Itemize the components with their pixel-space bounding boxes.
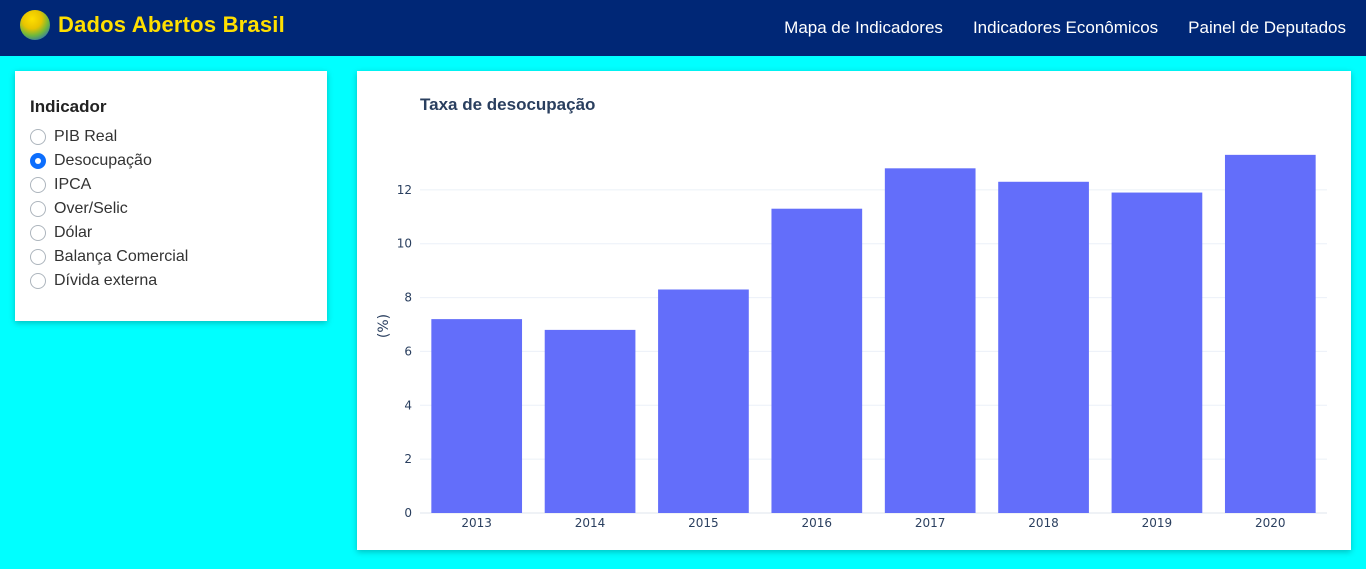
x-tick-label: 2014 bbox=[575, 516, 606, 530]
radio-button[interactable] bbox=[30, 153, 46, 169]
bar-2016[interactable] bbox=[771, 208, 863, 513]
x-tick-label: 2020 bbox=[1255, 516, 1286, 530]
brazil-globe-icon bbox=[20, 10, 50, 40]
nav-link-painel-deputados[interactable]: Painel de Deputados bbox=[1188, 18, 1346, 37]
radio-option-over-selic[interactable]: Over/Selic bbox=[30, 197, 312, 221]
chart-title: Taxa de desocupação bbox=[420, 95, 596, 114]
radio-button[interactable] bbox=[30, 225, 46, 241]
radio-option-balanca-comercial[interactable]: Balança Comercial bbox=[30, 245, 312, 269]
brand-link[interactable]: Dados Abertos Brasil bbox=[20, 10, 285, 40]
radio-label: Dívida externa bbox=[54, 272, 158, 289]
nav-link-indicadores-economicos[interactable]: Indicadores Econômicos bbox=[972, 18, 1159, 37]
radio-option-pib-real[interactable]: PIB Real bbox=[30, 125, 312, 149]
bar-2015[interactable] bbox=[658, 289, 749, 513]
radio-label: Desocupação bbox=[54, 152, 152, 169]
x-tick-label: 2017 bbox=[915, 516, 946, 530]
x-tick-label: 2018 bbox=[1028, 516, 1059, 530]
y-tick-label: 0 bbox=[404, 506, 412, 520]
bar-2018[interactable] bbox=[998, 181, 1089, 513]
radio-option-desocupacao[interactable]: Desocupação bbox=[30, 149, 312, 173]
y-tick-label: 2 bbox=[404, 452, 412, 466]
y-tick-label: 12 bbox=[397, 183, 412, 197]
bar-2019[interactable] bbox=[1111, 192, 1203, 514]
nav-link-mapa-indicadores[interactable]: Mapa de Indicadores bbox=[784, 18, 943, 37]
bar-2014[interactable] bbox=[544, 329, 636, 513]
y-tick-label: 6 bbox=[404, 344, 412, 358]
radio-button[interactable] bbox=[30, 249, 46, 265]
radio-option-dolar[interactable]: Dólar bbox=[30, 221, 312, 245]
radio-label: IPCA bbox=[54, 176, 92, 193]
radio-button[interactable] bbox=[30, 273, 46, 289]
indicator-title: Indicador bbox=[30, 97, 107, 116]
bar-chart: 2013 2014 2015 2016 2017 2018 2019 2020 0 2 4 6 8 10… bbox=[376, 154, 1327, 530]
x-tick-label: 2015 bbox=[688, 516, 719, 530]
radio-option-divida-externa[interactable]: Dívida externa bbox=[30, 269, 312, 293]
x-tick-label: 2019 bbox=[1142, 516, 1173, 530]
x-tick-label: 2016 bbox=[802, 516, 833, 530]
radio-label: PIB Real bbox=[54, 128, 118, 145]
radio-button[interactable] bbox=[30, 129, 46, 145]
bar-2013[interactable] bbox=[431, 319, 523, 513]
radio-label: Balança Comercial bbox=[54, 248, 189, 265]
y-tick-label: 8 bbox=[404, 291, 412, 305]
brand-title: Dados Abertos Brasil bbox=[58, 12, 285, 37]
radio-option-ipca[interactable]: IPCA bbox=[30, 173, 312, 197]
indicator-radio-group: PIB Real Desocupação IPCA Over/Selic Dól… bbox=[30, 125, 312, 293]
radio-button[interactable] bbox=[30, 201, 46, 217]
chart-card: Taxa de desocupação 2013 2014 2015 2016 2017… bbox=[357, 71, 1351, 550]
x-tick-label: 2013 bbox=[461, 516, 492, 530]
radio-label: Dólar bbox=[54, 224, 93, 241]
nav-links: Mapa de Indicadores Indicadores Econômic… bbox=[754, 0, 1346, 56]
bar-2020[interactable] bbox=[1224, 154, 1316, 513]
radio-button[interactable] bbox=[30, 177, 46, 193]
bar-2017[interactable] bbox=[884, 168, 976, 514]
navbar: Dados Abertos Brasil Mapa de Indicadores… bbox=[0, 0, 1366, 56]
radio-label: Over/Selic bbox=[54, 200, 128, 217]
y-tick-label: 10 bbox=[397, 237, 412, 251]
indicator-panel: Indicador PIB Real Desocupação IPCA Over… bbox=[15, 71, 327, 321]
y-axis-label: (%) bbox=[376, 314, 392, 338]
y-tick-label: 4 bbox=[404, 398, 412, 412]
